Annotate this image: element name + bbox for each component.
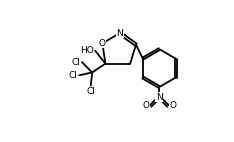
Text: Cl: Cl: [69, 71, 78, 80]
Text: Cl: Cl: [72, 58, 80, 67]
Text: O: O: [142, 102, 149, 110]
Text: N: N: [156, 93, 163, 102]
Text: HO: HO: [80, 46, 94, 55]
Text: N: N: [117, 29, 123, 38]
Text: O: O: [169, 102, 176, 110]
Text: Cl: Cl: [86, 87, 95, 96]
Text: O: O: [99, 39, 106, 48]
